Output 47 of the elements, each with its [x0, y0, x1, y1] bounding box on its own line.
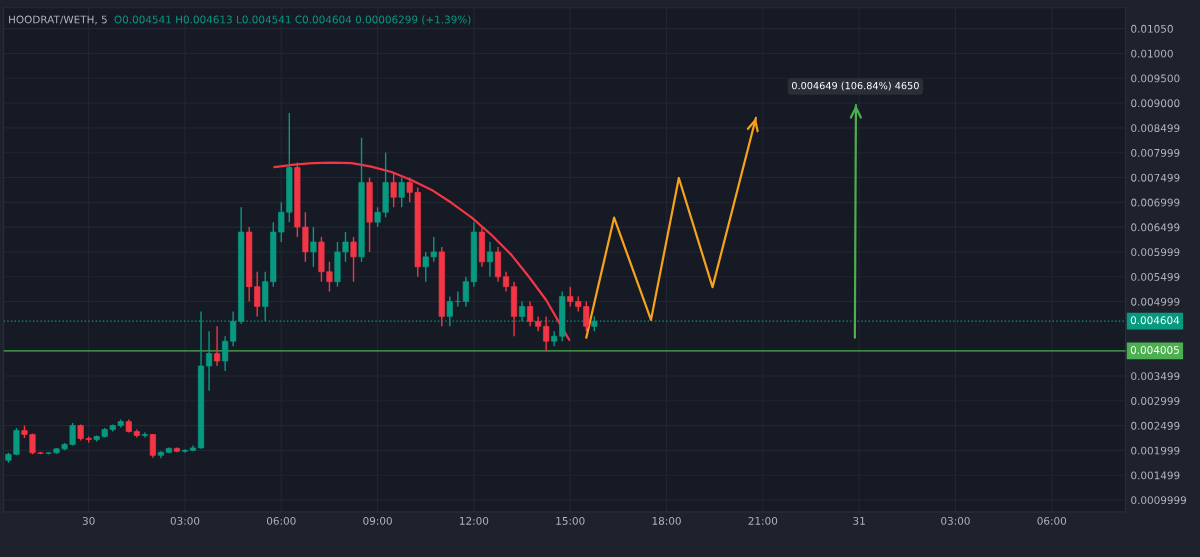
text: HOODRAT/WETH, 5 [9, 15, 107, 25]
text: O0.004541 H0.004613 L0.004541 C0.004604 0.00006299 (+1.39%) [114, 15, 471, 25]
candlestick [527, 300, 534, 328]
y-tick-label: 0.001499 [1131, 471, 1180, 480]
x-tick-label: 06:00 [266, 516, 296, 525]
y-tick-label: 0.006999 [1131, 198, 1180, 207]
y-tick-label: 0.008499 [1131, 124, 1180, 133]
x-tick-label: 03:00 [941, 516, 970, 525]
x-tick-label: 15:00 [556, 516, 585, 525]
y-tick-label: 0.009000 [1131, 99, 1180, 108]
x-tick-label: 21:00 [748, 516, 778, 525]
y-tick-label: 0.005499 [1131, 272, 1180, 281]
candlestick [310, 226, 317, 268]
ref-line-label: 0.004005 [1130, 346, 1179, 354]
y-tick-label: 0.003499 [1131, 372, 1180, 381]
y-tick-label: 0.0009999 [1131, 496, 1187, 505]
candlestick [214, 325, 221, 367]
candlestick [390, 171, 397, 208]
candlestick [398, 176, 405, 208]
candlestick [486, 241, 494, 278]
x-tick-label: 09:00 [363, 516, 392, 525]
ref-line-label: 0.004604 [1130, 316, 1180, 325]
candlestick [350, 236, 357, 283]
candlestick [205, 330, 213, 392]
x-tick-label: 30 [82, 516, 95, 525]
candlestick [543, 315, 550, 352]
y-tick-label: 0.009500 [1131, 74, 1180, 83]
y-tick-label: 0.002999 [1131, 397, 1180, 405]
y-tick-label: 0.004999 [1131, 297, 1180, 306]
x-tick-label: 31 [853, 516, 865, 525]
y-tick-label: 0.002499 [1131, 421, 1180, 430]
y-tick-label: 0.007499 [1131, 173, 1180, 182]
annotation: 0.004649 (106.84%) 4650 [791, 81, 919, 91]
y-tick-label: 0.005999 [1131, 248, 1180, 257]
y-tick-label: 0.01050 [1131, 24, 1173, 33]
x-tick-label: 18:00 [652, 516, 681, 525]
y-tick-label: 0.007999 [1131, 148, 1180, 157]
y-tick-label: 0.01000 [1131, 49, 1173, 58]
x-tick-label: 03:00 [170, 516, 200, 525]
x-tick-label: 06:00 [1037, 516, 1067, 525]
candlestick [446, 295, 453, 328]
y-tick-label: 0.006499 [1131, 223, 1180, 232]
candlestick [502, 271, 510, 293]
candlestick [222, 335, 229, 372]
y-tick-label: 0.001999 [1131, 446, 1180, 455]
candlestick [462, 276, 469, 308]
x-tick-label: 12:00 [460, 516, 489, 525]
